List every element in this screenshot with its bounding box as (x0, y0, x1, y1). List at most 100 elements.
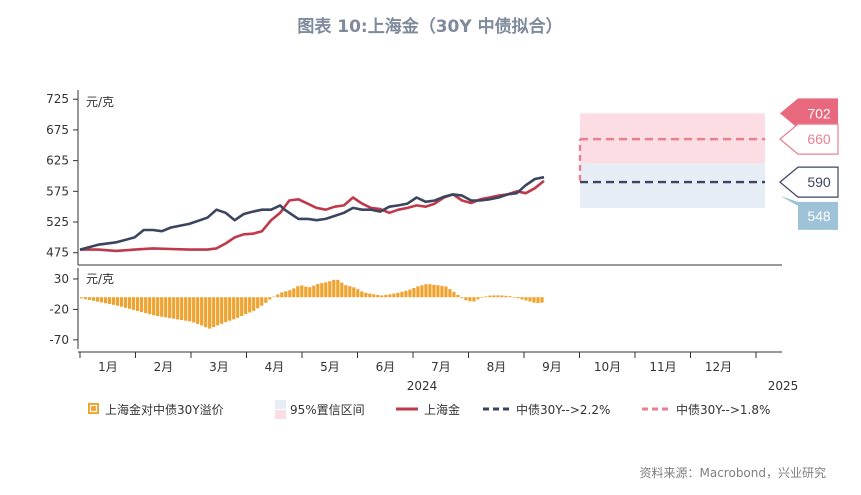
legend-swatch-ci-blue (275, 400, 286, 409)
premium-bar (504, 295, 508, 298)
month-tick-label: 10月 (594, 360, 621, 374)
month-tick-label: 7月 (431, 360, 451, 374)
legend-label-ci: 95%置信区间 (290, 403, 365, 417)
end-tag-label-702: 702 (807, 105, 831, 121)
premium-bar (148, 297, 152, 315)
premium-bar (508, 296, 512, 298)
legend-label-bond-22: 中债30Y-->2.2% (516, 402, 610, 417)
legend-swatch-premium-inner (89, 404, 98, 413)
bottom-y-tick-label: 30 (54, 272, 69, 286)
premium-bar (232, 297, 236, 320)
premium-bar (172, 297, 176, 319)
premium-bar (184, 297, 188, 321)
premium-bar (300, 285, 304, 298)
premium-bar (296, 286, 300, 298)
premium-bar (312, 285, 316, 298)
premium-bar (308, 287, 312, 298)
premium-bar (124, 297, 128, 308)
premium-bar (460, 297, 464, 299)
premium-bar (268, 297, 272, 300)
legend-swatch-ci-pink (275, 410, 286, 419)
premium-bar (428, 284, 432, 298)
premium-bar (488, 295, 492, 298)
premium-bar (248, 297, 252, 313)
legend: 上海金对中债30Y溢价 95%置信区间 上海金 中债30Y-->2.2% 中债3… (88, 400, 770, 419)
premium-bar (364, 292, 368, 298)
premium-bar (336, 279, 340, 298)
premium-bar (476, 297, 480, 300)
premium-bar (84, 297, 88, 300)
premium-bar (164, 297, 168, 318)
month-tick-label: 4月 (265, 360, 285, 374)
month-tick-label: 12月 (705, 360, 732, 374)
premium-bar (92, 297, 96, 301)
premium-bar (96, 297, 100, 302)
premium-bar (292, 288, 296, 298)
forecast-lines (578, 137, 765, 184)
premium-bar (360, 291, 364, 298)
premium-bar (116, 297, 120, 306)
premium-bar (216, 297, 220, 326)
premium-bar (152, 297, 156, 316)
premium-bar (512, 297, 516, 298)
premium-bar (176, 297, 180, 320)
premium-bar (144, 297, 148, 314)
premium-bar (200, 297, 204, 326)
premium-bar (240, 297, 244, 316)
premium-bar (480, 297, 484, 298)
premium-bar (516, 297, 520, 299)
end-tag-label-660: 660 (807, 131, 831, 147)
premium-bar (160, 297, 164, 317)
premium-bar (88, 297, 92, 300)
month-axis: 1月 2月 3月 4月 5月 6月 7月 8月 9月 10月 11月 12月 (78, 351, 782, 374)
premium-bar (368, 293, 372, 298)
month-tick-label: 9月 (542, 360, 562, 374)
premium-bar (344, 285, 348, 298)
year-label-2025: 2025 (768, 379, 799, 393)
series-line-gold (80, 179, 545, 253)
premium-bar (468, 297, 472, 302)
premium-bar (192, 297, 196, 323)
premium-bar (464, 297, 468, 301)
premium-bar (472, 297, 476, 302)
premium-bar (444, 286, 448, 298)
top-unit-label: 元/克 (86, 95, 114, 109)
premium-bar (528, 297, 532, 302)
premium-bar (448, 289, 452, 298)
premium-bar (140, 297, 144, 313)
premium-bar (156, 297, 160, 316)
confidence-interval-bands (580, 113, 765, 208)
premium-bar (120, 297, 124, 307)
premium-bar (256, 297, 260, 309)
premium-bar (328, 281, 332, 298)
premium-bar (136, 297, 140, 311)
premium-bar (128, 297, 132, 309)
premium-bar (272, 296, 276, 298)
premium-bar (324, 282, 328, 298)
premium-bar (80, 297, 84, 299)
series-line-bond (79, 175, 545, 251)
end-tag-label-590: 590 (807, 174, 831, 190)
premium-bar (252, 297, 256, 311)
premium-bar (388, 294, 392, 298)
month-tick-label: 6月 (376, 360, 396, 374)
end-tag-660 (779, 123, 839, 155)
month-tick-label: 11月 (649, 360, 676, 374)
premium-bar (348, 286, 352, 298)
premium-bar (264, 297, 268, 303)
top-y-tick-label: 625 (46, 154, 69, 168)
premium-bar (496, 295, 500, 298)
premium-bar (540, 297, 544, 303)
month-tick-label: 1月 (98, 360, 118, 374)
premium-bar (284, 291, 288, 298)
premium-bar (276, 294, 280, 298)
premium-bar (412, 288, 416, 298)
premium-bar (440, 285, 444, 298)
premium-bar (404, 290, 408, 298)
month-tick-label: 8月 (487, 360, 507, 374)
premium-bar (212, 297, 216, 327)
end-value-tags: 702 660 590 548 (779, 98, 839, 230)
premium-bar (204, 297, 208, 328)
premium-bar (260, 297, 264, 306)
